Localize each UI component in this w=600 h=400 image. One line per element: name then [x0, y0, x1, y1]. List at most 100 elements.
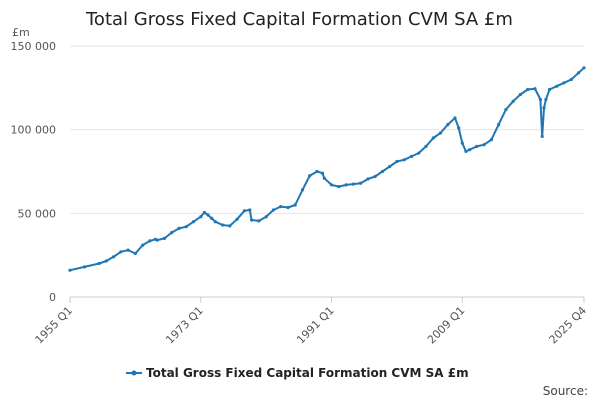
data-point	[402, 158, 406, 162]
data-point	[293, 203, 297, 207]
data-point	[170, 231, 174, 235]
data-point	[388, 164, 392, 169]
data-point	[438, 131, 443, 135]
data-point	[366, 177, 370, 181]
data-point	[322, 176, 326, 180]
data-point	[329, 183, 334, 187]
data-point	[206, 213, 210, 217]
data-point	[202, 210, 206, 215]
data-point	[315, 169, 319, 174]
data-point	[337, 185, 341, 189]
data-point	[482, 143, 486, 147]
y-axis-ticks: 0 50 000 100 000 150 000	[11, 40, 57, 304]
data-point	[141, 243, 145, 247]
data-point	[582, 66, 586, 70]
data-point	[464, 149, 468, 153]
data-point	[148, 239, 152, 243]
data-point	[380, 169, 384, 174]
data-point	[351, 182, 355, 186]
data-point	[504, 108, 508, 112]
y-axis-unit-label: £m	[12, 26, 30, 39]
data-point	[431, 136, 435, 140]
data-point	[577, 71, 581, 75]
data-point	[184, 225, 188, 229]
series-line	[69, 66, 585, 272]
x-tick-label: 1991 Q1	[294, 304, 337, 347]
data-point	[235, 217, 239, 221]
y-tick-label: 100 000	[11, 124, 57, 137]
data-point	[395, 159, 399, 164]
data-point	[409, 154, 414, 158]
data-point	[221, 223, 225, 227]
data-point	[82, 265, 87, 269]
data-point	[133, 251, 137, 256]
data-point	[97, 261, 101, 266]
data-point	[279, 205, 283, 209]
data-point	[300, 188, 305, 192]
data-point	[359, 181, 363, 185]
series-lines	[68, 66, 586, 272]
data-point	[497, 123, 501, 127]
data-point	[373, 174, 377, 179]
data-point	[424, 144, 428, 148]
data-point	[542, 106, 546, 110]
data-point	[191, 220, 196, 224]
data-point	[271, 208, 275, 212]
data-point	[228, 224, 232, 228]
data-point	[320, 171, 325, 175]
y-tick-label: 0	[49, 291, 56, 304]
source-label: Source:	[543, 384, 588, 398]
x-tick-label: 2009 Q1	[425, 304, 468, 347]
y-tick-label: 50 000	[18, 207, 57, 220]
data-point	[286, 205, 290, 210]
x-tick-label: 2025 Q4	[547, 304, 590, 347]
data-point	[250, 218, 254, 222]
data-point	[308, 174, 312, 178]
data-point	[533, 87, 537, 91]
data-point	[544, 97, 548, 102]
data-point	[511, 99, 515, 103]
data-point	[417, 151, 421, 155]
data-point	[112, 255, 116, 259]
data-point	[155, 238, 159, 242]
x-tick-label: 1973 Q1	[163, 304, 206, 347]
data-point	[344, 183, 348, 187]
data-point	[213, 220, 217, 224]
data-point	[526, 87, 530, 92]
x-axis-ticks: 1955 Q1 1973 Q1 1991 Q1 2009 Q1 2025 Q4	[33, 297, 590, 347]
legend: Total Gross Fixed Capital Formation CVM …	[126, 366, 469, 380]
data-point	[547, 87, 552, 92]
data-point	[199, 215, 203, 219]
legend-entry: Total Gross Fixed Capital Formation CVM …	[146, 366, 469, 380]
legend-marker	[131, 370, 137, 376]
data-point	[468, 148, 472, 152]
data-point	[446, 123, 450, 127]
data-point	[453, 116, 457, 120]
data-point	[457, 126, 461, 130]
data-point	[569, 77, 573, 82]
data-point	[126, 248, 130, 252]
data-point	[540, 134, 544, 138]
data-point	[518, 92, 523, 97]
data-point	[210, 216, 214, 220]
chart-title: Total Gross Fixed Capital Formation CVM …	[85, 9, 513, 30]
x-tick-label: 1955 Q1	[33, 304, 76, 347]
data-point	[460, 141, 464, 145]
y-tick-label: 150 000	[11, 40, 57, 53]
data-point	[162, 236, 166, 240]
data-point	[177, 226, 181, 230]
data-point	[489, 138, 493, 142]
data-point	[242, 209, 246, 213]
data-point	[68, 268, 72, 272]
data-point	[555, 84, 559, 88]
data-point	[119, 250, 123, 254]
data-point	[257, 219, 261, 223]
data-point	[264, 215, 268, 219]
data-point	[475, 144, 479, 148]
data-point	[562, 81, 566, 85]
data-point	[248, 208, 252, 212]
data-point	[538, 97, 543, 102]
gridlines	[70, 45, 584, 214]
